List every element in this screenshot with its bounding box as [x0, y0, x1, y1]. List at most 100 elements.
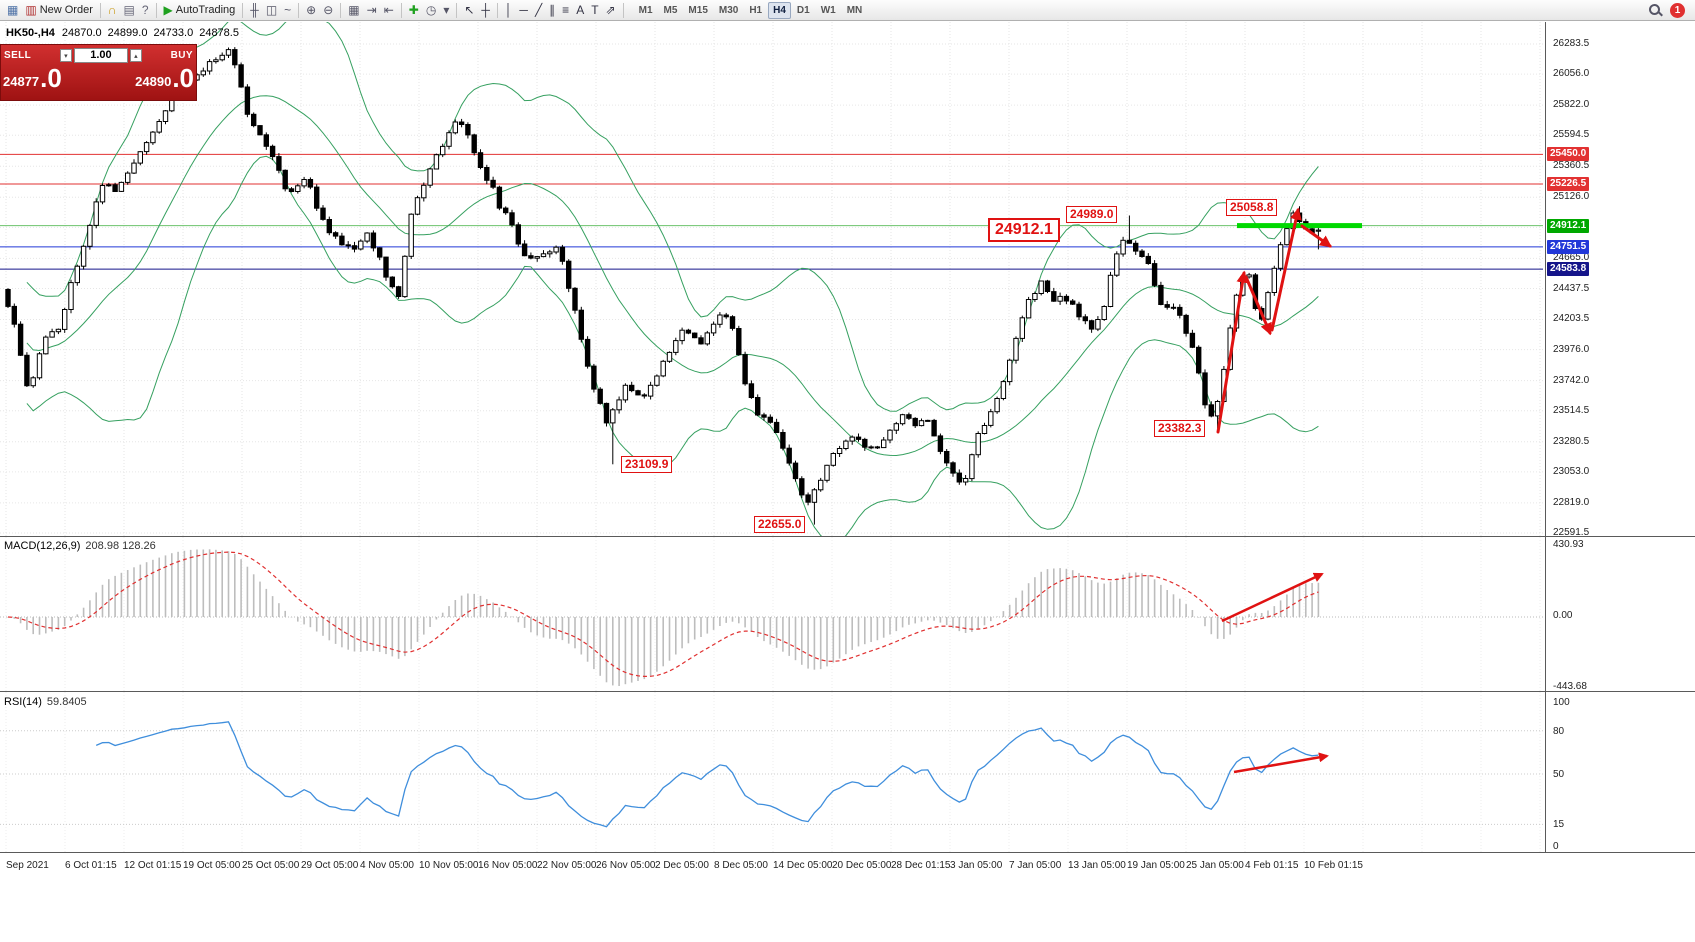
rsi-name: RSI(14) [4, 696, 42, 708]
notification-badge[interactable]: 1 [1670, 2, 1685, 18]
help-icon[interactable]: ? [139, 1, 152, 19]
zoom-out-icon[interactable]: ⊖ [320, 1, 336, 19]
volume-input[interactable]: 1.00 [73, 48, 128, 63]
indicators-icon[interactable]: ✚ [406, 1, 422, 19]
timeframe-button-mn[interactable]: MN [846, 4, 863, 16]
crosshair-icon[interactable]: ┼ [478, 1, 493, 19]
autotrading-button[interactable]: ▶ AutoTrading [161, 1, 239, 19]
trend-arrow[interactable] [1221, 572, 1324, 623]
timeframe-button-m30[interactable]: M30 [718, 4, 739, 16]
timeframe-button-d1[interactable]: D1 [796, 4, 810, 16]
timeframe-button-m5[interactable]: M5 [663, 4, 678, 16]
macd-histogram [7, 549, 1320, 686]
new-order-button[interactable]: ▥ New Order [22, 1, 96, 19]
trend-arrow[interactable] [1244, 275, 1272, 336]
vertical-line-icon[interactable]: │ [502, 1, 516, 19]
price-axis[interactable]: 26283.5 26056.0 25822.0 25594.5 25360.5 25126… [1546, 22, 1694, 538]
print-icon[interactable]: ▤ [121, 1, 138, 19]
auto-scroll-icon[interactable]: ⇥ [364, 1, 380, 19]
timeframe-button-m15[interactable]: M15 [688, 4, 708, 16]
bar-chart-icon[interactable]: ╫ [247, 1, 262, 19]
bar-open-value: 24870.0 [61, 27, 102, 39]
symbol-period-label: HK50-,H4 [6, 27, 55, 39]
toolbar-separator [99, 2, 101, 18]
price-axis-label: 24437.5 [1553, 283, 1590, 294]
candles-layer[interactable] [5, 47, 1322, 525]
main-chart[interactable] [0, 22, 1545, 536]
templates-dropdown[interactable]: ▾ [440, 1, 452, 19]
fibonacci-icon[interactable]: ≡ [559, 1, 572, 19]
price-level-tag: 24912.1 [1547, 219, 1590, 233]
buy-button[interactable]: 24890.0 [135, 65, 194, 91]
cursor-icon[interactable]: ↖ [461, 1, 477, 19]
sell-label: SELL [4, 50, 32, 61]
sell-button[interactable]: 24877.0 [3, 65, 62, 91]
indicators-icon: ✚ [408, 3, 419, 17]
chart-shift-icon[interactable]: ⇤ [381, 1, 397, 19]
time-axis-label: 10 Feb 01:15 [1304, 860, 1363, 871]
timeframe-button-h4[interactable]: H4 [768, 1, 791, 19]
highlighted-resistance-segment[interactable] [1237, 223, 1362, 229]
price-annotation[interactable]: 24989.0 [1066, 206, 1118, 223]
trendline-icon: ╱ [534, 3, 543, 17]
price-axis-label: 25126.0 [1553, 191, 1590, 202]
help-icon: ? [141, 3, 149, 17]
line-chart-icon: ~ [284, 3, 292, 17]
zoom-in-icon[interactable]: ⊕ [303, 1, 319, 19]
macd-signal-line [7, 551, 1319, 678]
arrow-tool-icon[interactable]: ⇗ [603, 1, 619, 19]
volume-decrease-button[interactable]: ▾ [59, 49, 72, 62]
price-annotation[interactable]: 23382.3 [1154, 420, 1206, 437]
trendline-icon[interactable]: ╱ [532, 1, 545, 19]
time-axis-label: 26 Nov 05:00 [596, 860, 656, 871]
trend-arrow[interactable] [1216, 270, 1249, 434]
timeframe-toolbar: M1 M5 M15 M30 H1 H4 D1 W1 MN [634, 1, 868, 19]
arrow-tool-icon: ⇗ [605, 3, 616, 17]
text-icon[interactable]: A [573, 1, 587, 19]
timeframe-button-h1[interactable]: H1 [749, 4, 763, 16]
trend-arrow[interactable] [1300, 224, 1332, 248]
time-axis[interactable]: Sep 2021 6 Oct 01:15 12 Oct 01:15 19 Oct 05… [0, 853, 1695, 881]
price-axis-label: 22591.5 [1553, 527, 1590, 538]
new-order-button-label: New Order [39, 4, 93, 16]
chart-window-icon: ▦ [7, 3, 19, 17]
price-annotation[interactable]: 23109.9 [621, 456, 673, 473]
headphones-icon[interactable]: ∩ [105, 1, 120, 19]
price-level-tag: 24583.8 [1547, 262, 1590, 276]
volume-increase-button[interactable]: ▴ [129, 49, 142, 62]
chart-symbol-info: HK50-,H4 24870.0 24899.0 24733.0 24878.5 [6, 27, 245, 39]
macd-panel[interactable] [0, 537, 1545, 691]
toolbar-separator [496, 2, 498, 18]
panel-separator[interactable] [0, 536, 1695, 537]
horizontal-line-icon[interactable]: ─ [516, 1, 531, 19]
line-chart-icon[interactable]: ~ [281, 1, 294, 19]
candlestick-chart-icon[interactable]: ◫ [263, 1, 280, 19]
tile-windows-icon[interactable]: ▦ [345, 1, 362, 19]
timeframe-button-w1[interactable]: W1 [820, 4, 836, 16]
panel-separator[interactable] [0, 691, 1695, 692]
chart-window-icon[interactable]: ▦ [4, 1, 21, 19]
panel-separator [0, 852, 1695, 853]
rsi-label: RSI(14) 59.8405 [4, 696, 87, 708]
toolbar-separator [622, 2, 624, 18]
rsi-panel[interactable] [0, 692, 1545, 852]
rsi-axis-label: 50 [1553, 769, 1565, 780]
channel-icon[interactable]: ∥ [546, 1, 558, 19]
text-label-icon[interactable]: T [588, 1, 601, 19]
timeframe-button-m1[interactable]: M1 [638, 4, 653, 16]
time-axis-label: 25 Jan 05:00 [1186, 860, 1244, 871]
periods-dropdown[interactable]: ◷ [423, 1, 439, 19]
bollinger-middle-band [26, 95, 1319, 457]
price-annotation[interactable]: 25058.8 [1226, 199, 1278, 216]
price-annotation[interactable]: 24912.1 [988, 218, 1060, 242]
price-axis-label: 26283.5 [1553, 38, 1590, 49]
search-icon[interactable] [1647, 2, 1663, 18]
macd-label: MACD(12,26,9) 208.98 128.26 [4, 540, 156, 552]
time-axis-label: 29 Oct 05:00 [301, 860, 359, 871]
buy-price: 24890 [135, 74, 172, 89]
tile-windows-icon: ▦ [348, 3, 360, 17]
price-level-tag: 24751.5 [1547, 240, 1590, 254]
trend-arrow[interactable] [1270, 207, 1302, 332]
price-annotation[interactable]: 22655.0 [754, 516, 806, 533]
trend-arrow[interactable] [1233, 752, 1329, 774]
